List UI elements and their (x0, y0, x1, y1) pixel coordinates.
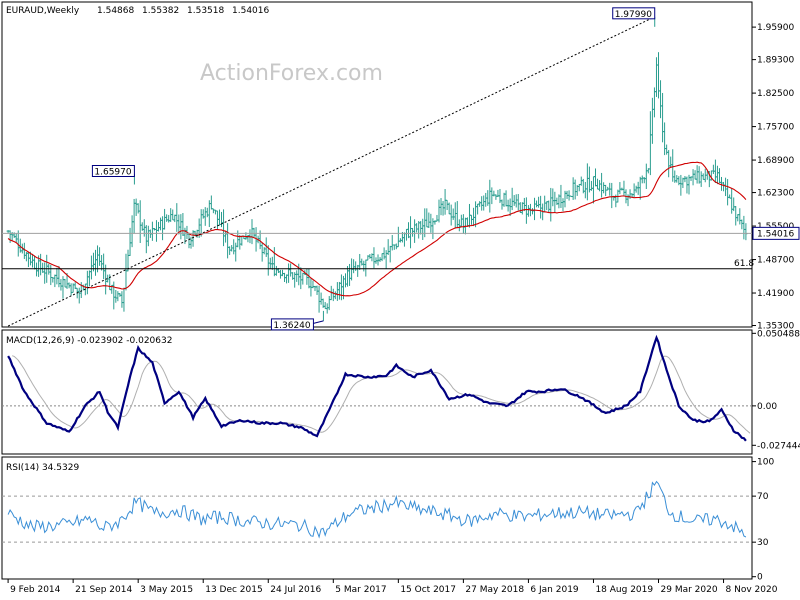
macd-signal-line (12, 355, 751, 434)
moving-average-line (7, 161, 747, 297)
time-axis-label: 13 Dec 2015 (205, 585, 263, 595)
rsi-label: RSI(14) 34.5329 (6, 463, 79, 473)
trend-line (7, 16, 655, 327)
extreme-label-box (612, 7, 656, 20)
price-axis-label: 1.62300 (757, 189, 794, 199)
price-axis-label: 1.95900 (757, 23, 794, 33)
macd-main-line (7, 334, 747, 442)
price-axis-label: 1.48700 (757, 256, 794, 266)
time-axis-label: 27 May 2018 (465, 585, 524, 595)
watermark: ActionForex.com (200, 61, 383, 86)
macd-axis: 0.050488 0.00 -0.027444 (752, 329, 800, 451)
fib-level-label: 61.8 (734, 259, 754, 269)
time-axis-label: 3 May 2015 (140, 585, 193, 595)
symbol-label: EURAUD,Weekly (6, 6, 80, 16)
time-axis-label: 6 Jan 2019 (530, 585, 578, 595)
macd-axis-label: -0.027444 (757, 441, 800, 451)
close-value: 1.54016 (232, 6, 269, 16)
rsi-axis-label: 70 (757, 492, 769, 502)
macd-panel-frame (1, 329, 753, 455)
time-axis: 9 Feb 2014 21 Sep 2014 3 May 2015 13 Dec 20… (7, 579, 778, 595)
time-axis-label: 5 Mar 2017 (335, 585, 386, 595)
time-axis-label: 24 Jul 2016 (270, 585, 321, 595)
price-bars (6, 52, 748, 314)
high-value: 1.55382 (142, 6, 179, 16)
price-axis-label: 1.68900 (757, 156, 794, 166)
rsi-panel-frame (1, 456, 753, 580)
extreme-label: 1.36240 (273, 321, 310, 331)
macd-axis-label: 0.050488 (757, 329, 800, 339)
extreme-label: 1.97990 (615, 10, 652, 20)
rsi-line (7, 480, 747, 539)
time-axis-label: 21 Sep 2014 (75, 585, 132, 595)
macd-axis-label: 0.00 (757, 402, 777, 412)
low-value: 1.53518 (187, 6, 224, 16)
price-axis-label: 1.75700 (757, 123, 794, 133)
rsi-axis-label: 100 (757, 458, 774, 468)
rsi-axis-label: 0 (757, 573, 763, 583)
extreme-label: 1.65970 (94, 167, 131, 177)
macd-label: MACD(12,26,9) -0.023902 -0.020632 (6, 336, 172, 346)
time-axis-label: 15 Oct 2017 (400, 585, 456, 595)
rsi-level-lines (2, 495, 752, 543)
current-price-label: 1.54016 (757, 229, 794, 239)
price-panel-frame (1, 1, 753, 328)
rsi-axis: 100 70 30 0 (752, 458, 774, 583)
time-axis-label: 29 Mar 2020 (661, 585, 718, 595)
time-axis-label: 9 Feb 2014 (10, 585, 61, 595)
price-axis-label: 1.41900 (757, 289, 794, 299)
price-header: EURAUD,Weekly 1.54868 1.55382 1.53518 1.… (6, 6, 269, 16)
rsi-axis-label: 30 (757, 538, 769, 548)
price-axis-label: 1.89300 (757, 56, 794, 66)
time-axis-label: 18 Aug 2019 (595, 585, 653, 595)
time-axis-label: 8 Nov 2020 (726, 585, 778, 595)
open-value: 1.54868 (97, 6, 134, 16)
price-axis-label: 1.82500 (757, 89, 794, 99)
extreme-label-box (91, 164, 135, 177)
current-price-box (752, 226, 800, 240)
price-axis-label: 1.35300 (757, 322, 794, 332)
extreme-label-box (270, 318, 314, 331)
price-annotations: 1.65970 1.97990 1.36240 (91, 7, 656, 331)
